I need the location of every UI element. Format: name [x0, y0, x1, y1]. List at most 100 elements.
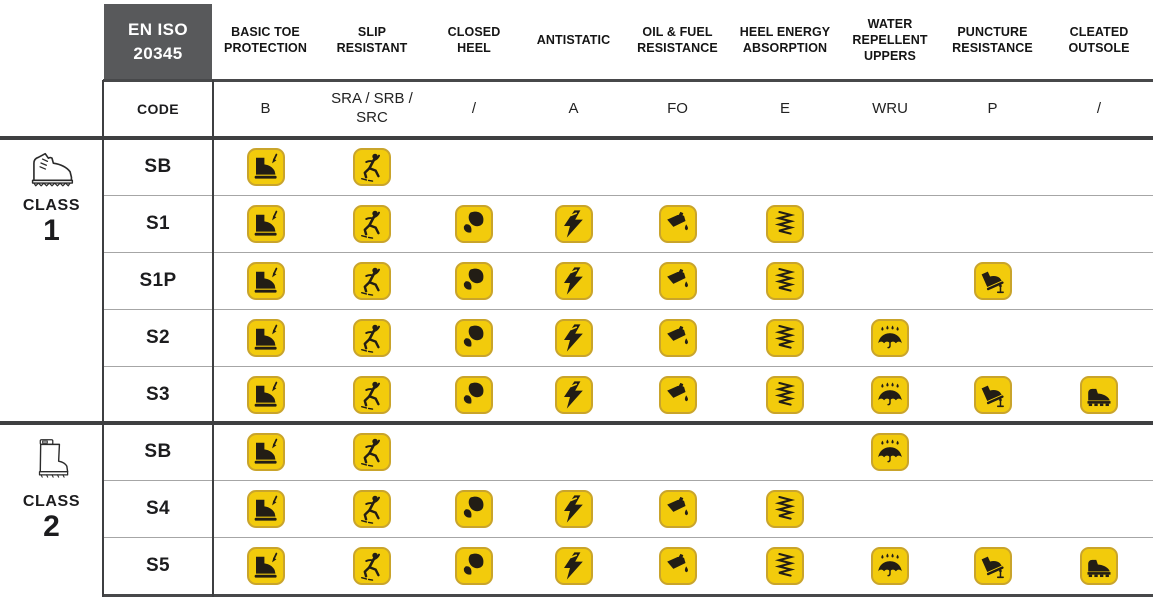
class-number: 2 [43, 510, 60, 543]
closed-heel-icon [455, 489, 493, 528]
column-code-cleated: / [1096, 99, 1102, 117]
cleated-outsole-icon-glyph [1083, 550, 1115, 582]
oil-fuel-resistance-icon-glyph [662, 208, 694, 240]
closed-heel-icon-glyph [458, 550, 490, 582]
heel-energy-absorption-icon-glyph [769, 379, 801, 411]
cell-s1p-oil [625, 252, 730, 309]
row-code-s1p: S1P [139, 269, 177, 291]
row-code-s5: S5 [145, 554, 171, 576]
puncture-resistance-icon [973, 546, 1012, 585]
class-label: CLASS [22, 197, 81, 214]
cell-s1p-energy [730, 252, 840, 309]
puncture-resistance-icon-glyph [977, 550, 1009, 582]
cell-sb-slip [318, 423, 426, 480]
cell-s3-oil [625, 366, 730, 423]
antistatic-icon-glyph [558, 208, 590, 240]
column-header-cleated: CLEATED OUTSOLE [1068, 24, 1130, 55]
slip-resistant-icon [353, 375, 391, 414]
cell-s5-toe [213, 537, 318, 594]
toe-protection-icon-glyph [250, 550, 282, 582]
column-header-wru: WATER REPELLENT UPPERS [852, 16, 928, 64]
class-1-cell: CLASS 1 [0, 138, 103, 423]
cell-s3-energy [730, 366, 840, 423]
cell-s1-toe [213, 195, 318, 252]
oil-fuel-resistance-icon-glyph [662, 493, 694, 525]
column-code-heel_closed: / [471, 99, 477, 117]
column-header-antistatic: ANTISTATIC [536, 32, 611, 47]
cell-s2-oil [625, 309, 730, 366]
water-repellent-icon-glyph [874, 436, 906, 468]
cell-sb-wru [840, 423, 940, 480]
leather-boot-icon [23, 146, 81, 193]
row-separator [103, 309, 1153, 310]
cell-s5-energy [730, 537, 840, 594]
toe-protection-icon [246, 375, 285, 414]
water-repellent-icon-glyph [874, 550, 906, 582]
cell-s1-antistatic [522, 195, 625, 252]
class-label: CLASS [22, 493, 81, 510]
antistatic-icon [554, 261, 593, 300]
column-code-oil: FO [667, 99, 688, 117]
section-divider-top [0, 136, 1153, 140]
slip-resistant-icon-glyph [356, 550, 388, 582]
antistatic-icon [554, 489, 593, 528]
slip-resistant-icon [353, 261, 391, 300]
toe-protection-icon-glyph [250, 151, 282, 183]
slip-resistant-icon [353, 546, 391, 585]
toe-protection-icon [246, 147, 285, 186]
row-separator [103, 252, 1153, 253]
slip-resistant-icon-glyph [356, 151, 388, 183]
puncture-resistance-icon-glyph [977, 379, 1009, 411]
cell-s4-oil [625, 480, 730, 537]
oil-fuel-resistance-icon-glyph [662, 379, 694, 411]
slip-resistant-icon-glyph [356, 379, 388, 411]
cell-s3-puncture [940, 366, 1045, 423]
column-code-energy: E [779, 99, 790, 117]
cell-s2-toe [213, 309, 318, 366]
column-header-oil: OIL & FUEL RESISTANCE [637, 24, 718, 55]
cell-s3-antistatic [522, 366, 625, 423]
column-header-puncture: PUNCTURE RESISTANCE [952, 24, 1033, 55]
heel-energy-absorption-icon [766, 546, 804, 585]
water-repellent-icon-glyph [874, 322, 906, 354]
closed-heel-icon [455, 318, 493, 357]
cleated-outsole-icon-glyph [1083, 379, 1115, 411]
antistatic-icon [554, 375, 593, 414]
oil-fuel-resistance-icon [658, 489, 697, 528]
table-bottom-border [103, 594, 1153, 597]
slip-resistant-icon [353, 147, 391, 186]
row-code-s3: S3 [145, 383, 171, 405]
row-code-s4: S4 [145, 497, 171, 519]
antistatic-icon [554, 204, 593, 243]
code-column-left-border [102, 80, 104, 597]
slip-resistant-icon-glyph [356, 208, 388, 240]
closed-heel-icon-glyph [458, 265, 490, 297]
toe-protection-icon-glyph [250, 436, 282, 468]
slip-resistant-icon-glyph [356, 493, 388, 525]
slip-resistant-icon-glyph [356, 265, 388, 297]
water-repellent-icon [871, 432, 909, 471]
class-number: 1 [43, 214, 60, 247]
toe-protection-icon-glyph [250, 208, 282, 240]
row-separator [103, 537, 1153, 538]
antistatic-icon-glyph [558, 550, 590, 582]
row-code-s1: S1 [145, 212, 171, 234]
code-column-right-border [212, 80, 214, 597]
row-separator [103, 366, 1153, 367]
heel-energy-absorption-icon [766, 204, 804, 243]
header-underline [103, 79, 1153, 82]
closed-heel-icon [455, 204, 493, 243]
cell-s4-toe [213, 480, 318, 537]
row-separator [103, 195, 1153, 196]
toe-protection-icon [246, 432, 285, 471]
cell-s1p-toe [213, 252, 318, 309]
cell-s1-slip [318, 195, 426, 252]
toe-protection-icon-glyph [250, 322, 282, 354]
oil-fuel-resistance-icon [658, 204, 697, 243]
heel-energy-absorption-icon [766, 489, 804, 528]
antistatic-icon-glyph [558, 493, 590, 525]
cell-s2-heel_closed [426, 309, 522, 366]
water-repellent-icon-glyph [874, 379, 906, 411]
oil-fuel-resistance-icon-glyph [662, 322, 694, 354]
cell-s3-wru [840, 366, 940, 423]
